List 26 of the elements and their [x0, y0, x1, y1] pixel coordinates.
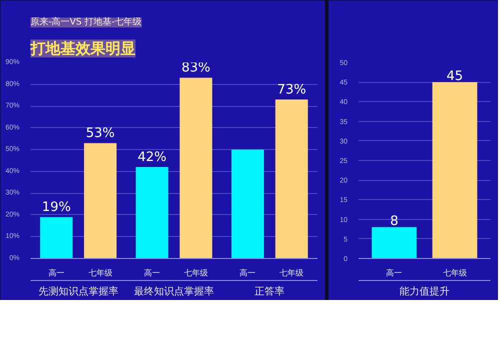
text: 73% [277, 82, 306, 98]
text: 19% [42, 200, 71, 216]
bar [40, 217, 73, 258]
bar [231, 150, 264, 258]
text: 高一 [144, 268, 160, 278]
series-label: 高一 [386, 268, 402, 278]
data-label: 8 [390, 214, 398, 230]
bar [84, 143, 117, 258]
x-tick-label: 先测知识点掌握率 [38, 286, 118, 298]
bar [136, 167, 168, 258]
bar [275, 100, 308, 258]
data-label: 45 [446, 69, 464, 84]
series-label: 七年级 [442, 268, 467, 278]
text: 高一 [240, 268, 256, 278]
text: 七年级 [280, 268, 304, 278]
bar [180, 78, 212, 258]
chart-title: 打地基效果明显 [30, 40, 136, 58]
x-tick-label: 正答率 [254, 286, 285, 298]
series-label: 七年级 [88, 268, 112, 278]
text: 53% [86, 126, 115, 142]
text: 七年级 [184, 268, 208, 278]
series-label: 高一 [48, 268, 64, 278]
x-tick-label: 最终知识点掌握率 [134, 286, 214, 298]
x-tick-label: 能力值提升 [400, 286, 450, 298]
text: 42% [138, 150, 167, 166]
chart-subtitle: 原来-高一VS 打地基-七年级 [30, 16, 142, 28]
